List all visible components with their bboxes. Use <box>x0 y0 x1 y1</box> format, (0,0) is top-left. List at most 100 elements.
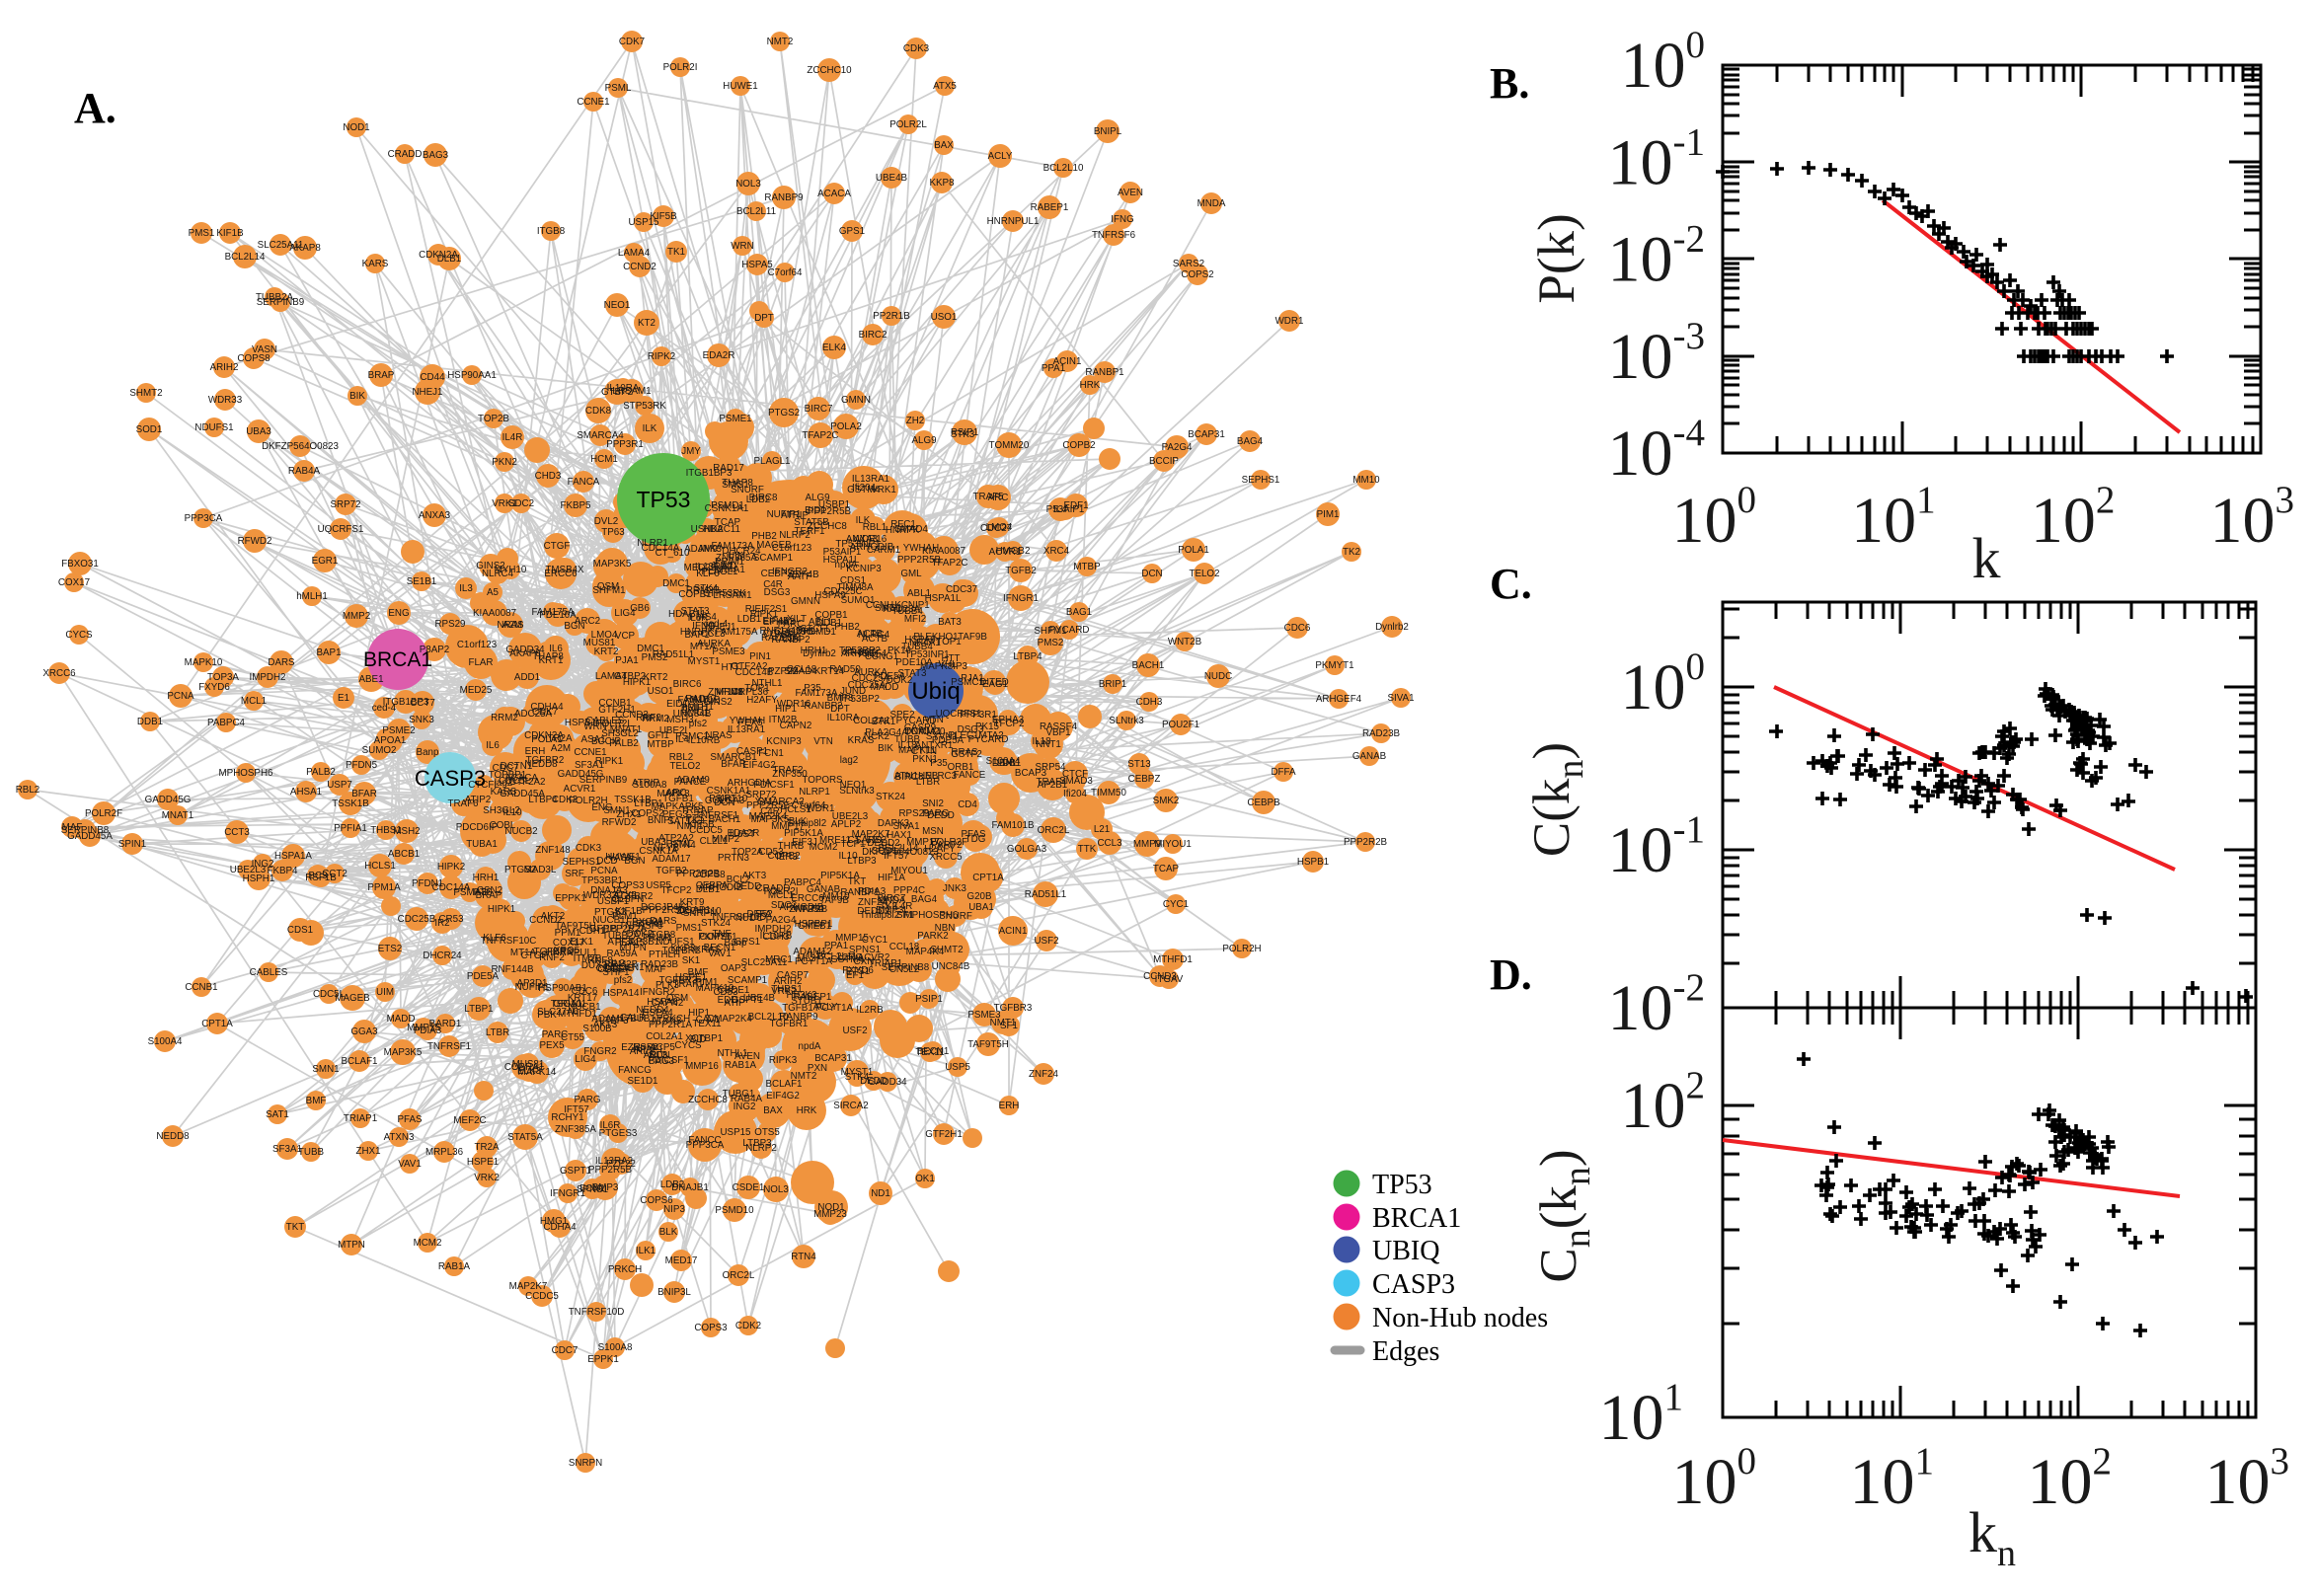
svg-text:CABLES: CABLES <box>250 967 288 978</box>
svg-text:TMSB4X: TMSB4X <box>545 565 584 575</box>
svg-text:FLAR: FLAR <box>468 657 493 668</box>
svg-text:PXN: PXN <box>808 1063 827 1074</box>
svg-text:USO1: USO1 <box>931 312 958 323</box>
svg-text:C7orf64: C7orf64 <box>768 267 803 278</box>
svg-text:PIN1: PIN1 <box>749 651 771 662</box>
svg-text:UNC84B: UNC84B <box>932 961 970 972</box>
svg-text:USP5: USP5 <box>945 1062 970 1073</box>
svg-text:BIK: BIK <box>349 391 365 402</box>
svg-text:CYC1: CYC1 <box>1163 899 1189 910</box>
svg-text:EPPK1: EPPK1 <box>587 1354 619 1365</box>
svg-text:GADD45G: GADD45G <box>145 795 192 805</box>
svg-text:ATX5: ATX5 <box>933 81 957 92</box>
svg-text:DFFA: DFFA <box>1271 767 1296 778</box>
svg-text:DAPK3: DAPK3 <box>878 818 910 829</box>
svg-text:MMP16: MMP16 <box>685 1061 719 1072</box>
svg-text:TK2: TK2 <box>1343 547 1360 558</box>
svg-text:PDICSF1: PDICSF1 <box>648 1055 688 1066</box>
svg-text:KRAS: KRAS <box>695 945 722 955</box>
svg-text:KARS: KARS <box>362 259 389 269</box>
svg-text:HIPK2: HIPK2 <box>437 862 465 873</box>
svg-text:LDB1: LDB1 <box>997 758 1022 769</box>
svg-text:MSN: MSN <box>922 826 944 837</box>
svg-text:SNK3: SNK3 <box>409 715 434 725</box>
svg-text:ARHGDIB: ARHGDIB <box>850 542 894 553</box>
svg-text:FANCC: FANCC <box>688 1135 721 1146</box>
svg-text:PPP3R1: PPP3R1 <box>606 439 644 450</box>
svg-text:GADD34: GADD34 <box>868 1077 907 1088</box>
svg-text:GSTF2: GSTF2 <box>951 749 982 760</box>
svg-text:CASP3: CASP3 <box>1372 1269 1455 1300</box>
svg-text:ILK1: ILK1 <box>636 1246 656 1256</box>
svg-text:MED25: MED25 <box>460 685 493 696</box>
svg-text:HRH1: HRH1 <box>473 873 500 883</box>
svg-text:TGFB1: TGFB1 <box>782 1003 813 1014</box>
svg-text:RRM2B: RRM2B <box>604 959 639 970</box>
svg-text:A.: A. <box>74 84 116 132</box>
svg-text:ING2: ING2 <box>252 859 274 870</box>
svg-text:GOLGA3: GOLGA3 <box>1007 844 1047 855</box>
svg-text:TRIAP1: TRIAP1 <box>344 1113 377 1124</box>
svg-text:GTF2H1: GTF2H1 <box>925 1129 963 1140</box>
svg-text:ACLY: ACLY <box>988 151 1013 162</box>
svg-text:CDH3: CDH3 <box>1136 697 1163 708</box>
svg-text:PA2G4: PA2G4 <box>1162 442 1193 453</box>
svg-text:CEBPZ: CEBPZ <box>1128 774 1161 785</box>
svg-text:ADAM9: ADAM9 <box>676 775 710 786</box>
svg-text:NCK2: NCK2 <box>864 731 889 742</box>
svg-text:TGFBR2: TGFBR2 <box>526 755 565 766</box>
svg-text:SAT1: SAT1 <box>266 1109 289 1120</box>
svg-text:PCYT1A: PCYT1A <box>815 1003 854 1014</box>
svg-text:hMLH1: hMLH1 <box>296 591 328 602</box>
svg-text:RBL2: RBL2 <box>16 785 40 796</box>
svg-text:IMPDH2: IMPDH2 <box>249 672 285 683</box>
svg-text:ILK: ILK <box>643 423 657 434</box>
svg-text:GRIA1: GRIA1 <box>553 999 581 1010</box>
svg-text:TRAF4: TRAF4 <box>1036 777 1067 788</box>
svg-text:BRCA1: BRCA1 <box>363 648 432 671</box>
svg-text:KRT9: KRT9 <box>680 897 705 908</box>
svg-text:POLA1: POLA1 <box>1178 545 1209 556</box>
svg-text:ACIN1: ACIN1 <box>999 926 1028 937</box>
svg-text:UBA3: UBA3 <box>246 426 271 437</box>
svg-text:SPIN1: SPIN1 <box>118 839 146 850</box>
svg-text:TR2A: TR2A <box>547 733 573 744</box>
svg-text:CDS1: CDS1 <box>287 925 313 936</box>
svg-text:TGFBR1: TGFBR1 <box>770 1019 809 1029</box>
svg-text:ITGB8: ITGB8 <box>537 226 566 237</box>
svg-text:TGFBR3: TGFBR3 <box>534 947 573 957</box>
svg-text:IL10RA: IL10RA <box>607 383 640 394</box>
svg-text:PSMD10: PSMD10 <box>715 1205 754 1216</box>
svg-text:MAPK8IP3: MAPK8IP3 <box>920 661 967 672</box>
svg-text:JUND: JUND <box>711 561 736 571</box>
svg-text:ARHGDIA: ARHGDIA <box>728 778 772 789</box>
svg-text:MIYOU1: MIYOU1 <box>1154 839 1192 850</box>
svg-text:PSME3: PSME3 <box>712 646 745 657</box>
svg-text:TOPORS: TOPORS <box>802 775 843 786</box>
svg-text:KT2: KT2 <box>638 318 656 329</box>
svg-text:SIRCA2: SIRCA2 <box>833 1101 868 1111</box>
svg-text:BIRC6: BIRC6 <box>673 679 702 690</box>
svg-text:ZNF148: ZNF148 <box>535 845 571 856</box>
svg-text:EAG1: EAG1 <box>982 679 1008 690</box>
svg-text:SE1D1: SE1D1 <box>627 1076 657 1087</box>
svg-text:IL6R: IL6R <box>600 1120 621 1131</box>
svg-text:THAP8: THAP8 <box>532 651 564 662</box>
svg-text:AHSA1: AHSA1 <box>290 787 322 798</box>
svg-text:APLP2: APLP2 <box>831 819 862 830</box>
svg-text:S52: S52 <box>755 909 772 920</box>
svg-text:SIVA1: SIVA1 <box>1387 693 1414 704</box>
svg-text:UQCRFS1: UQCRFS1 <box>318 524 364 535</box>
svg-text:DMC1: DMC1 <box>637 644 664 654</box>
svg-text:PTGS2: PTGS2 <box>768 408 800 418</box>
svg-text:COPS2: COPS2 <box>1181 269 1213 280</box>
svg-text:CMAP2K4: CMAP2K4 <box>707 1014 752 1025</box>
svg-text:PMS1: PMS1 <box>676 923 703 934</box>
svg-text:ADC25A: ADC25A <box>514 709 553 720</box>
svg-text:SARS2: SARS2 <box>1173 259 1204 269</box>
svg-text:L21: L21 <box>1094 824 1110 835</box>
svg-text:CDKN2A: CDKN2A <box>419 250 458 261</box>
svg-text:HSPE1: HSPE1 <box>467 1157 499 1168</box>
svg-text:ETS1: ETS1 <box>846 966 871 977</box>
svg-text:BAT3: BAT3 <box>938 617 962 628</box>
